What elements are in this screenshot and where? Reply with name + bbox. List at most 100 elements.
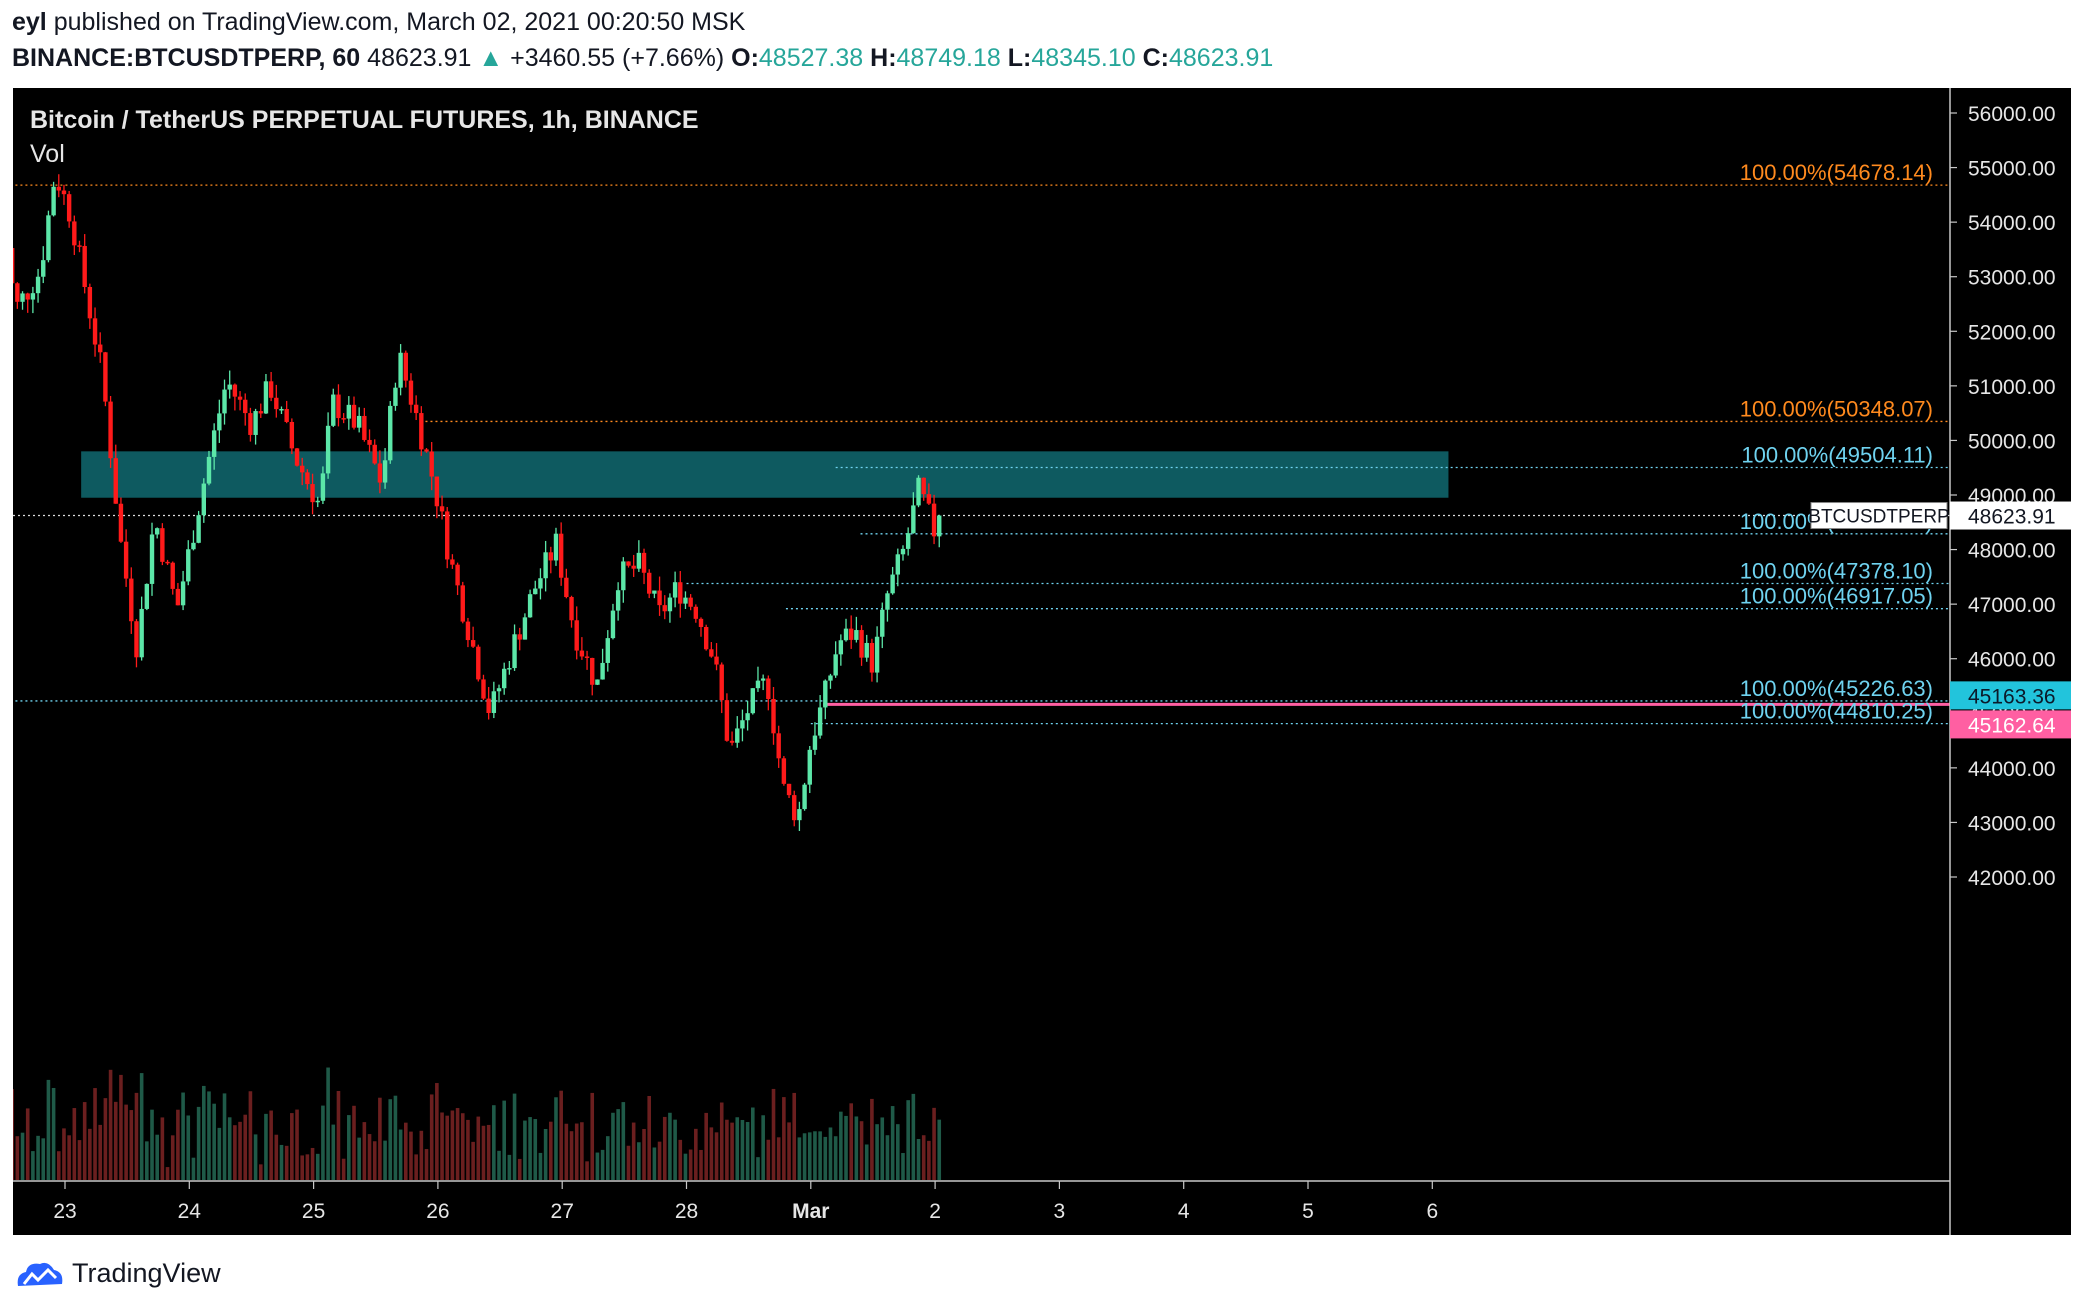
volume-bar xyxy=(124,1104,128,1180)
candle-body xyxy=(279,409,284,411)
volume-bar xyxy=(600,1149,605,1180)
price-tag-box xyxy=(1950,681,2071,710)
candle-body xyxy=(294,448,300,466)
volume-bar xyxy=(735,1117,740,1180)
volume-bar xyxy=(481,1125,486,1180)
volume-bar xyxy=(688,1149,693,1180)
candle-body xyxy=(843,628,849,641)
candle-body xyxy=(424,449,429,452)
candle-body xyxy=(771,698,776,734)
volume-bar xyxy=(103,1098,108,1180)
candle-body xyxy=(766,678,771,699)
candle-body xyxy=(672,582,678,598)
candle-body xyxy=(760,678,766,681)
volume-bar xyxy=(36,1135,40,1180)
candle-body xyxy=(388,405,393,461)
volume-bar xyxy=(662,1116,667,1180)
fib-level-label: 100.00%(49504.11) xyxy=(1741,442,1933,467)
price-axis[interactable]: 56000.00 55000.00 54000.00 53000.00 52000.00… xyxy=(1950,103,2056,890)
volume-bar xyxy=(704,1112,708,1180)
time-tick-label: 23 xyxy=(53,1200,76,1223)
volume-bar xyxy=(756,1157,760,1180)
candle-body xyxy=(103,352,108,402)
candle-body xyxy=(683,597,688,604)
candle-body xyxy=(652,590,657,594)
symbol-line: BINANCE:BTCUSDTPERP, 60 48623.91 ▲ +3460… xyxy=(12,44,1273,73)
candle-body xyxy=(227,384,232,390)
price-chart[interactable]: 100.00%(54678.14) 100.00%(50348.07) 100.00… xyxy=(13,88,2071,1235)
volume-bar xyxy=(290,1113,294,1180)
candle-body xyxy=(92,318,98,345)
candle-body xyxy=(258,411,263,414)
author-name[interactable]: eyl xyxy=(12,8,47,36)
tradingview-logo-icon[interactable] xyxy=(14,1258,64,1288)
volume-bar xyxy=(253,1134,258,1180)
candle-body xyxy=(590,657,595,685)
volume-bar xyxy=(854,1116,859,1180)
candle-body xyxy=(419,413,424,450)
volume-bar xyxy=(284,1145,289,1180)
footer: TradingView xyxy=(14,1253,221,1293)
candle-body xyxy=(237,396,243,400)
candle-body xyxy=(77,245,82,247)
volume-bar xyxy=(429,1094,434,1180)
candle-body xyxy=(621,561,626,591)
volume-bar xyxy=(155,1134,159,1180)
volume-bar xyxy=(25,1108,30,1180)
volume-bar xyxy=(549,1121,553,1180)
volume-bar xyxy=(321,1105,325,1180)
candle-body xyxy=(667,597,673,612)
volume-bar xyxy=(906,1100,910,1180)
time-axis[interactable]: 23 24 25 26 27 28 Mar 2 3 4 5 6 xyxy=(53,1181,1438,1223)
volume-bar xyxy=(315,1153,320,1180)
volume-bar xyxy=(181,1092,185,1180)
price-tick-label: 51000.00 xyxy=(1968,376,2056,399)
volume-bar xyxy=(51,1087,56,1180)
candle-body xyxy=(25,293,30,300)
volume-bar xyxy=(108,1069,113,1180)
candle-body xyxy=(35,276,41,294)
last-price: 48623.91 xyxy=(367,44,472,72)
price-tick-label: 43000.00 xyxy=(1968,812,2056,835)
volume-bar xyxy=(398,1129,403,1180)
up-arrow-icon: ▲ xyxy=(478,44,504,72)
time-tick-label: Mar xyxy=(792,1200,829,1223)
volume-bar xyxy=(807,1132,812,1180)
candle-body xyxy=(118,503,124,542)
candle-body xyxy=(346,404,352,419)
volume-bar xyxy=(243,1114,248,1180)
candle-body xyxy=(786,783,792,796)
volume-bar xyxy=(590,1092,595,1180)
symbol-label-box xyxy=(1810,502,1948,530)
open-value: 48527.38 xyxy=(758,44,864,72)
candle-body xyxy=(305,472,310,485)
volume-bar xyxy=(165,1167,170,1180)
volume-bar xyxy=(595,1152,600,1180)
resistance-zone xyxy=(81,451,1449,498)
volume-bar xyxy=(875,1124,879,1180)
candle-body xyxy=(833,654,838,676)
candle-body xyxy=(838,640,844,655)
volume-bar xyxy=(740,1119,745,1180)
volume-bar xyxy=(258,1164,263,1180)
candle-body xyxy=(553,533,559,561)
candle-body xyxy=(191,542,196,550)
volume-bar xyxy=(72,1108,77,1180)
price-tick-label: 54000.00 xyxy=(1968,212,2056,235)
volume-bar xyxy=(233,1125,237,1180)
current-price-tag: BTCUSDTPERP 48623.91 xyxy=(1808,501,2071,530)
volume-bar xyxy=(13,1089,14,1180)
volume-bar xyxy=(517,1158,522,1180)
tradingview-brand[interactable]: TradingView xyxy=(72,1257,221,1288)
volume-bar xyxy=(403,1122,408,1180)
volume-bar xyxy=(134,1092,139,1180)
candle-body xyxy=(719,664,724,701)
candle-body xyxy=(72,221,77,246)
candle-body xyxy=(911,505,916,534)
volume-bar xyxy=(191,1157,196,1180)
candle-body xyxy=(362,415,367,440)
volume-bar xyxy=(455,1108,460,1180)
fib-level-label: 100.00%(50348.07) xyxy=(1740,396,1933,421)
volume-indicator-label[interactable]: Vol xyxy=(30,140,65,168)
volume-bar xyxy=(502,1100,506,1180)
